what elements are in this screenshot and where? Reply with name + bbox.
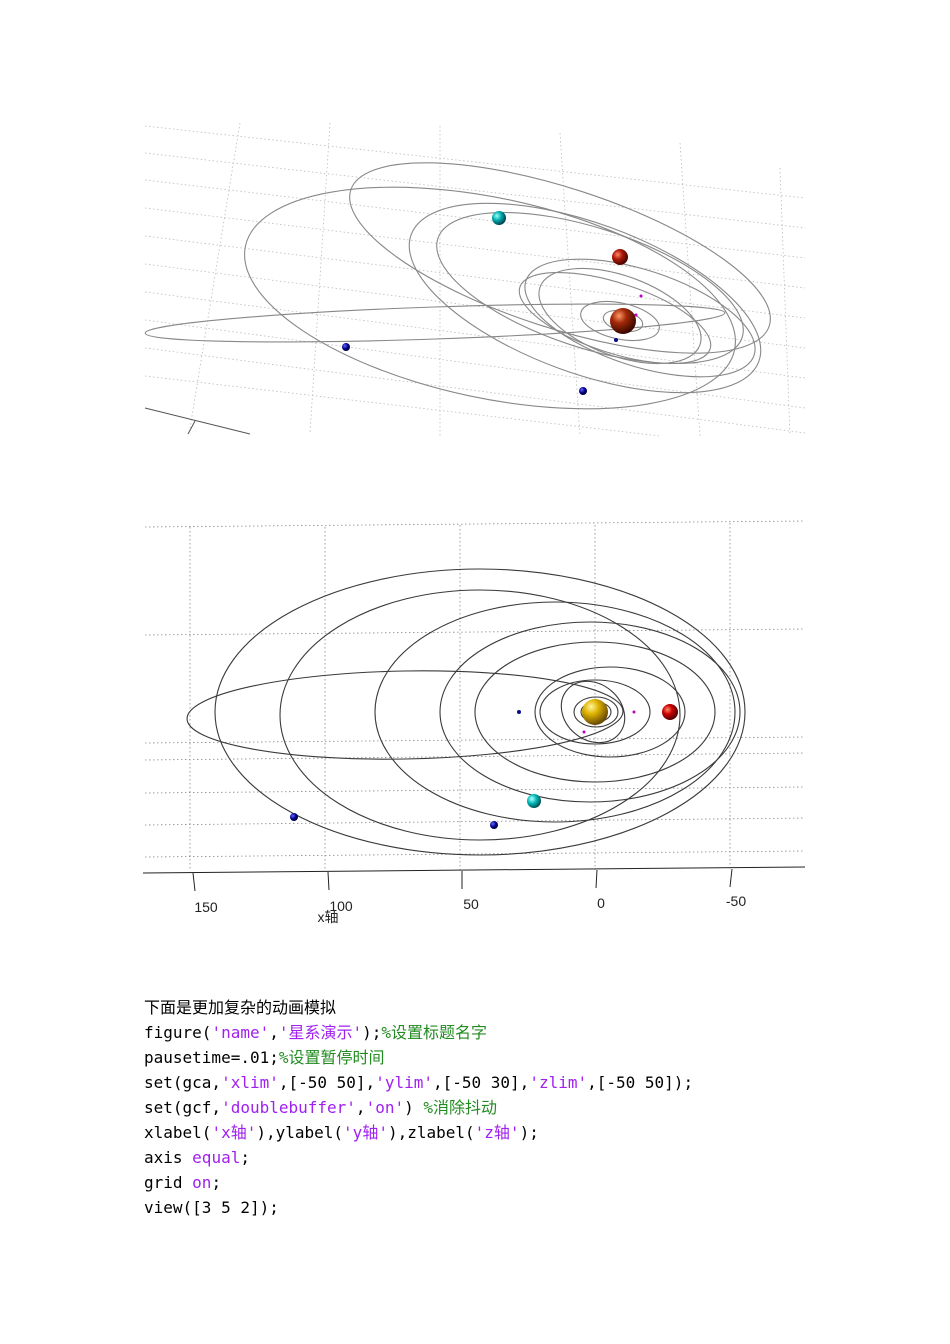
moon-magenta-2 <box>634 313 638 317</box>
code-string: 'ylim' <box>375 1073 433 1092</box>
planet-teal <box>492 211 506 225</box>
code-block: figure('name','星系演示');%设置标题名字 pausetime=.… <box>144 1020 844 1220</box>
planet-blue-2 <box>490 821 498 829</box>
code-line: xlabel('x轴'),ylabel('y轴'),zlabel('z轴'); <box>144 1120 844 1145</box>
x-axis-label: x轴 <box>318 909 339 925</box>
code-token: xlabel( <box>144 1123 212 1142</box>
code-line: view([3 5 2]); <box>144 1195 844 1220</box>
planet-red <box>662 704 678 720</box>
grid <box>144 520 806 870</box>
axes <box>144 407 251 435</box>
code-line: figure('name','星系演示');%设置标题名字 <box>144 1020 844 1045</box>
code-comment: %设置暂停时间 <box>278 1048 385 1067</box>
sun <box>610 308 636 334</box>
code-token: , <box>355 1098 366 1117</box>
code-string: on <box>192 1173 212 1192</box>
code-token: ),ylabel( <box>256 1123 344 1142</box>
code-line: grid on; <box>144 1170 844 1195</box>
x-axis <box>142 866 806 892</box>
code-token: ); <box>362 1023 382 1042</box>
planet-blue-2 <box>579 387 587 395</box>
code-section: 下面是更加复杂的动画模拟 figure('name','星系演示');%设置标题… <box>144 995 844 1220</box>
code-token: view([3 5 2]); <box>144 1198 279 1217</box>
code-token: pausetime=.01; <box>144 1048 279 1067</box>
code-token: ; <box>211 1173 222 1192</box>
orbit-figure-top: 150 100 50 0 -50 x轴 <box>140 515 810 935</box>
planet-red <box>612 249 628 265</box>
code-string: 'y轴' <box>343 1123 388 1142</box>
code-token: ,[-50 30], <box>432 1073 530 1092</box>
code-string: 'z轴' <box>474 1123 520 1142</box>
code-line: set(gca,'xlim',[-50 50],'ylim',[-50 30],… <box>144 1070 844 1095</box>
code-token: axis <box>144 1148 193 1167</box>
code-token: figure( <box>144 1023 212 1042</box>
orbits <box>144 162 771 410</box>
orbit-plot-oblique <box>144 122 806 437</box>
moon-magenta-1 <box>582 730 586 734</box>
planet-blue-1 <box>342 343 350 351</box>
planet-blue-3 <box>517 710 521 714</box>
x-tick-label: 0 <box>597 895 605 911</box>
code-line: pausetime=.01;%设置暂停时间 <box>144 1045 844 1070</box>
code-line: set(gcf,'doublebuffer','on') %消除抖动 <box>144 1095 844 1120</box>
x-tick-label: -50 <box>726 893 746 909</box>
code-token: set(gca, <box>144 1073 222 1092</box>
orbit-plot-top: 150 100 50 0 -50 x轴 <box>142 520 806 925</box>
code-comment: %消除抖动 <box>423 1098 497 1117</box>
code-string: 'x轴' <box>211 1123 257 1142</box>
x-tick-label: 100 <box>329 898 353 914</box>
orbit-figure-oblique <box>140 118 810 438</box>
code-string: 'zlim' <box>529 1073 588 1092</box>
code-string: 'xlim' <box>221 1073 279 1092</box>
code-token: ); <box>519 1123 539 1142</box>
x-tick-label: 150 <box>194 899 218 915</box>
code-line: axis equal; <box>144 1145 844 1170</box>
code-token: ) <box>404 1098 424 1117</box>
code-string: 'name' <box>211 1023 270 1042</box>
code-string: 'on' <box>365 1098 405 1117</box>
intro-text: 下面是更加复杂的动画模拟 <box>144 998 337 1017</box>
code-token: ; <box>240 1148 250 1167</box>
moon-magenta-1 <box>639 294 643 298</box>
x-tick-labels: 150 100 50 0 -50 x轴 <box>194 893 746 925</box>
orbits <box>186 568 746 856</box>
code-token: ,[-50 50], <box>278 1073 376 1092</box>
planet-blue-1 <box>290 813 298 821</box>
x-tick-label: 50 <box>463 896 479 912</box>
code-comment: %设置标题名字 <box>381 1023 488 1042</box>
code-string: '星系演示' <box>278 1023 363 1042</box>
planet-blue-3 <box>614 338 618 342</box>
code-string: 'doublebuffer' <box>221 1098 356 1117</box>
code-token: ,[-50 50]); <box>587 1073 694 1092</box>
moon-magenta-2 <box>632 710 636 714</box>
code-string: equal <box>192 1148 241 1167</box>
code-token: grid <box>144 1173 193 1192</box>
code-token: set(gcf, <box>144 1098 222 1117</box>
code-token: ),zlabel( <box>387 1123 475 1142</box>
code-token: , <box>269 1023 279 1042</box>
sun <box>582 699 608 725</box>
planet-teal <box>527 794 541 808</box>
